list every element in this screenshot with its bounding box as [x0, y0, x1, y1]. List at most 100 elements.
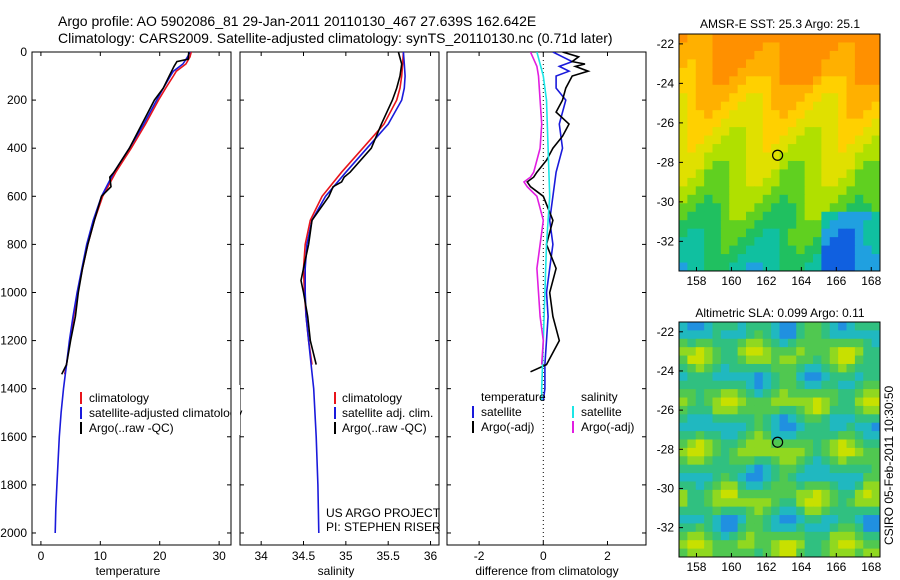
map-cell — [796, 262, 806, 271]
map-cell — [871, 254, 880, 264]
map-cell — [771, 228, 781, 238]
map-cell — [829, 456, 839, 466]
map-cell — [787, 498, 797, 508]
map-cell — [838, 515, 848, 525]
map-cell — [695, 169, 705, 179]
map-cell — [720, 177, 730, 187]
map-cell — [813, 540, 822, 550]
map-cell — [762, 431, 772, 441]
map-cell — [863, 347, 873, 357]
map-cell — [871, 169, 880, 179]
y-tick-label: 1400 — [0, 382, 27, 396]
sla-map-frame — [678, 321, 881, 558]
temperature-plot-frame — [31, 51, 232, 546]
map-cell — [729, 101, 739, 111]
map-cell — [813, 203, 822, 213]
map-cell — [796, 322, 806, 331]
map-cell — [804, 515, 814, 525]
map-cell — [679, 422, 688, 432]
map-cell — [729, 473, 739, 483]
series-line-satellite-adjusted-climatology — [54, 52, 191, 534]
map-cell — [821, 523, 831, 533]
map-cell — [704, 220, 714, 230]
map-cell — [846, 405, 856, 415]
map-cell — [863, 144, 873, 154]
map-cell — [829, 397, 839, 407]
map-cell — [746, 422, 755, 432]
series-line-argo-raw-qc- — [300, 52, 403, 365]
map-cell — [787, 540, 797, 550]
map-cell — [854, 498, 864, 508]
map-cell — [796, 405, 806, 415]
map-cell — [704, 144, 714, 154]
map-cell — [813, 338, 822, 348]
map-cell — [854, 50, 864, 60]
difference-x-axis: -2 0 2 — [474, 52, 611, 563]
map-cell — [754, 330, 764, 340]
map-cell — [754, 447, 764, 457]
map-cell — [712, 531, 722, 541]
map-cell — [779, 456, 789, 466]
map-cell — [846, 144, 856, 154]
difference-plot-frame — [446, 51, 647, 546]
map-cell — [712, 237, 722, 247]
map-cell — [796, 42, 806, 52]
map-cell — [821, 144, 831, 154]
map-cell — [720, 220, 730, 230]
map-cell — [863, 473, 873, 483]
map-cell — [729, 338, 739, 348]
map-cell — [687, 322, 697, 331]
map-cell — [771, 169, 781, 179]
map-cell — [804, 194, 814, 204]
map-cell — [737, 347, 747, 357]
map-cell — [829, 93, 839, 103]
map-cell — [813, 447, 822, 457]
map-cell — [863, 254, 873, 264]
map-cell — [829, 389, 839, 399]
map-cell — [779, 389, 789, 399]
lon-tick-label: 160 — [721, 560, 741, 574]
map-cell — [796, 540, 806, 550]
map-cell — [796, 160, 806, 171]
map-cell — [863, 127, 873, 137]
temperature-x-axis: 0 10 20 30 — [38, 52, 226, 563]
lon-tick-label: 166 — [826, 274, 846, 288]
map-cell — [787, 67, 797, 77]
map-cell — [679, 237, 688, 247]
map-cell — [729, 194, 739, 204]
map-cell — [679, 531, 688, 541]
map-cell — [679, 355, 688, 365]
map-cell — [712, 506, 722, 516]
map-cell — [687, 447, 697, 457]
map-cell — [737, 523, 747, 533]
map-cell — [796, 355, 806, 365]
map-cell — [804, 169, 814, 179]
map-cell — [679, 220, 688, 230]
map-cell — [821, 515, 831, 525]
map-cell — [796, 515, 806, 525]
map-cell — [762, 389, 772, 399]
map-cell — [813, 177, 822, 187]
map-cell — [687, 540, 697, 550]
map-cell — [796, 177, 806, 187]
map-cell — [804, 84, 814, 94]
map-cell — [720, 169, 730, 179]
map-cell — [695, 473, 705, 483]
map-cell — [737, 338, 747, 348]
map-cell — [771, 110, 781, 120]
map-cell — [813, 439, 822, 449]
map-cell — [813, 355, 822, 365]
map-cell — [796, 76, 806, 86]
map-cell — [687, 330, 697, 340]
map-cell — [679, 540, 688, 550]
map-cell — [679, 523, 688, 533]
map-cell — [729, 228, 739, 238]
map-cell — [838, 330, 848, 340]
map-cell — [762, 262, 772, 271]
map-cell — [704, 397, 714, 407]
map-cell — [762, 347, 772, 357]
map-cell — [712, 194, 722, 204]
map-cell — [821, 203, 831, 213]
map-cell — [863, 523, 873, 533]
map-cell — [746, 363, 755, 373]
